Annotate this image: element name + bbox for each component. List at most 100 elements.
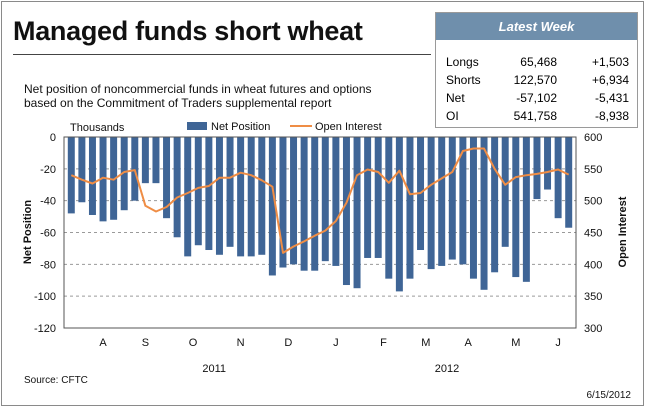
units-label: Thousands [70, 122, 125, 134]
row-value: 65,468 [520, 55, 557, 69]
net-position-bar [311, 137, 319, 271]
net-position-bar [459, 137, 467, 265]
x-tick-month: A [99, 337, 107, 349]
x-tick-month: F [380, 337, 387, 349]
net-position-bar [300, 137, 308, 271]
net-position-bar [406, 137, 414, 279]
open-interest-line [70, 147, 570, 254]
net-position-bar [215, 137, 223, 255]
net-position-bar [247, 137, 255, 257]
x-tick-month: S [142, 337, 149, 349]
row-label: Net [446, 91, 465, 105]
latest-week-row-longs: Longs 65,468 +1,503 [436, 54, 637, 70]
net-position-bar [554, 137, 562, 219]
net-position-bar [342, 137, 350, 286]
x-tick-year: 2012 [435, 363, 459, 375]
x-tick-month: D [284, 337, 292, 349]
net-position-bar [469, 137, 477, 279]
plot-area-border [63, 136, 577, 329]
y-tick-left: -120 [34, 323, 56, 335]
y-axis-title-right: Open Interest [617, 196, 629, 267]
net-position-bar [565, 137, 573, 228]
row-value: -57,102 [516, 91, 557, 105]
y-tick-left: -20 [40, 164, 56, 176]
net-position-bar [78, 137, 86, 203]
net-position-bar [226, 137, 234, 247]
row-change: -5,431 [594, 91, 629, 105]
net-position-bar [67, 137, 75, 214]
net-position-bar [522, 137, 530, 282]
net-position-bar [88, 137, 96, 215]
x-tick-year: 2011 [202, 363, 226, 375]
net-position-bar [438, 137, 446, 266]
net-position-bar [480, 137, 488, 290]
title-underline [13, 54, 431, 55]
net-position-bar [99, 137, 107, 222]
net-position-bar [205, 137, 213, 251]
latest-week-panel: Latest Week Longs 65,468 +1,503 Shorts 1… [435, 12, 638, 128]
y-tick-right: 500 [584, 196, 602, 208]
net-position-bar [237, 137, 245, 257]
x-tick-month: N [237, 337, 245, 349]
x-tick-month: J [555, 337, 561, 349]
row-change: +6,934 [591, 73, 629, 87]
latest-week-row-net: Net -57,102 -5,431 [436, 90, 637, 106]
x-tick-month: O [189, 337, 198, 349]
y-axis-title-left: Net Position [22, 200, 34, 264]
y-tick-right: 400 [584, 259, 602, 271]
row-label: Shorts [446, 73, 481, 87]
legend-label-open-interest: Open Interest [315, 121, 382, 133]
y-tick-left: -40 [40, 196, 56, 208]
y-tick-left: 0 [50, 132, 56, 144]
net-position-bar [427, 137, 435, 270]
net-position-bar [512, 137, 520, 278]
net-position-bar [448, 137, 456, 260]
net-position-bar [184, 137, 192, 257]
row-label: Longs [446, 55, 479, 69]
latest-week-row-shorts: Shorts 122,570 +6,934 [436, 72, 637, 88]
net-position-bar [544, 137, 552, 190]
net-position-bar [279, 137, 287, 268]
net-position-bar [258, 137, 266, 255]
row-value: 122,570 [513, 73, 557, 87]
net-position-bar [163, 137, 171, 219]
net-position-bar [194, 137, 202, 246]
latest-week-row-oi: OI 541,758 -8,938 [436, 108, 637, 124]
chart-subtitle: Net position of noncommercial funds in w… [24, 82, 372, 110]
net-position-bar [374, 137, 382, 258]
net-position-bar [332, 137, 340, 266]
net-position-bar [268, 137, 276, 276]
legend-swatch-net-position [187, 122, 207, 130]
y-tick-right: 350 [584, 291, 602, 303]
subtitle-line-1: Net position of noncommercial funds in w… [24, 82, 372, 96]
net-position-bar [152, 137, 160, 184]
net-position-bar [385, 137, 393, 279]
y-tick-left: -100 [34, 291, 56, 303]
net-position-bar [141, 137, 149, 184]
net-position-bar [533, 137, 541, 200]
net-position-bar [364, 137, 372, 258]
net-position-bar [501, 137, 509, 247]
row-change: -8,938 [594, 109, 629, 123]
publish-date: 6/15/2012 [586, 390, 632, 401]
net-position-bar [321, 137, 329, 262]
row-label: OI [446, 109, 459, 123]
net-position-bar [120, 137, 128, 211]
y-tick-right: 600 [584, 132, 602, 144]
y-tick-left: -60 [40, 228, 56, 240]
y-tick-right: 450 [584, 228, 602, 240]
net-position-bar [353, 137, 361, 289]
net-position-bar [110, 137, 118, 220]
x-tick-month: J [333, 337, 339, 349]
y-tick-right: 550 [584, 164, 602, 176]
net-position-bar [131, 137, 139, 201]
source-note: Source: CFTC [24, 375, 88, 386]
latest-week-header: Latest Week [436, 13, 637, 40]
chart-title: Managed funds short wheat [13, 16, 363, 46]
x-tick-month: M [511, 337, 520, 349]
x-tick-month: M [421, 337, 430, 349]
row-change: +1,503 [591, 55, 629, 69]
y-tick-left: -80 [40, 259, 56, 271]
